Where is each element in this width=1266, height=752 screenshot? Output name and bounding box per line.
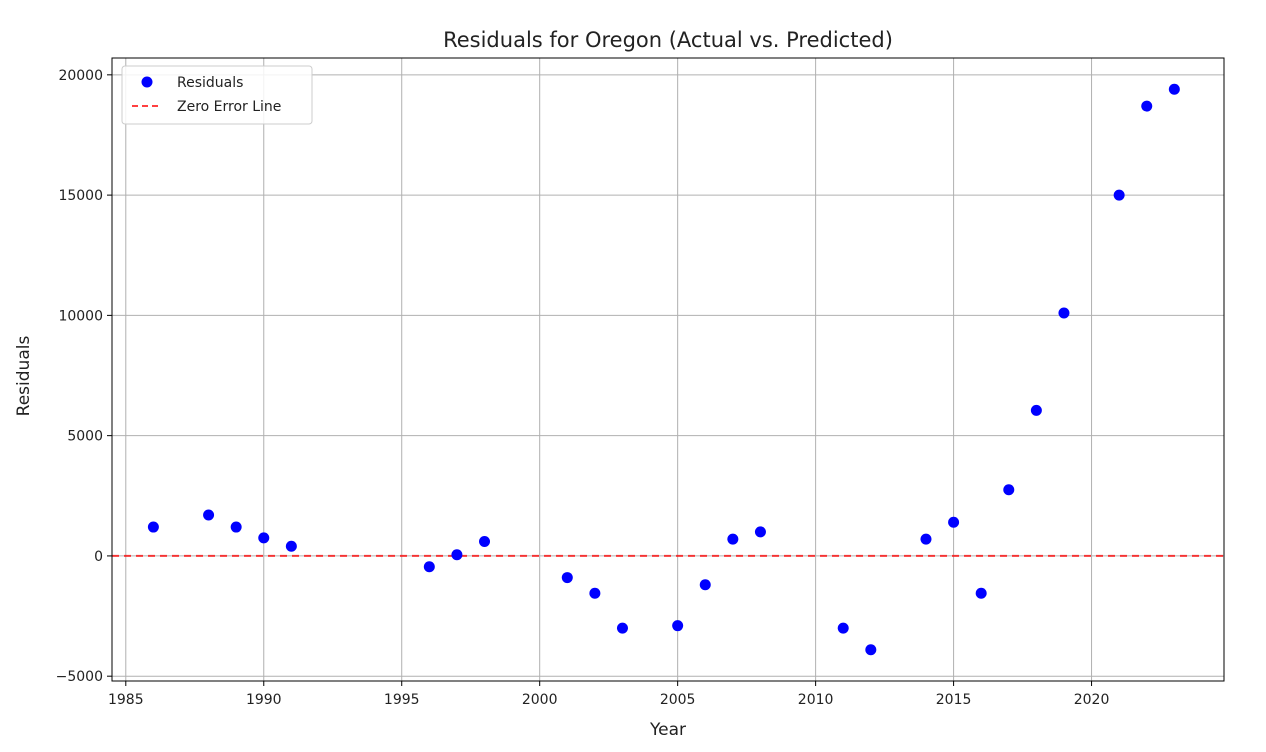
residual-point	[1113, 189, 1125, 201]
legend-label-residuals: Residuals	[177, 75, 243, 91]
residual-point	[727, 533, 739, 545]
legend-marker-residuals	[141, 76, 153, 88]
y-tick-label: 0	[94, 549, 103, 565]
x-tick-label: 1995	[384, 692, 420, 708]
legend-label-zero-line: Zero Error Line	[177, 99, 281, 115]
residual-point	[920, 533, 932, 545]
data-points	[147, 83, 1180, 656]
y-tick-label: 5000	[67, 429, 103, 445]
residual-point	[1058, 307, 1070, 319]
residual-point	[203, 509, 215, 521]
x-tick-label: 1990	[246, 692, 282, 708]
y-axis-label: Residuals	[14, 336, 34, 417]
residual-point	[865, 644, 877, 656]
residual-point	[1003, 484, 1015, 496]
residual-point	[754, 526, 766, 538]
residual-point	[147, 521, 159, 533]
x-tick-label: 2000	[522, 692, 558, 708]
x-tick-label: 2010	[798, 692, 834, 708]
residual-point	[948, 516, 960, 528]
residual-point	[672, 620, 684, 632]
residual-point	[423, 561, 435, 573]
residual-point	[561, 572, 573, 584]
x-axis-label: Year	[649, 720, 686, 740]
residual-point	[258, 532, 270, 544]
y-tick-label: 15000	[58, 188, 103, 204]
residual-point	[975, 587, 987, 599]
residual-point	[589, 587, 601, 599]
chart-title: Residuals for Oregon (Actual vs. Predict…	[443, 28, 893, 52]
residual-point	[285, 540, 297, 552]
plot-frame	[111, 57, 1225, 682]
y-tick-label: 10000	[58, 308, 103, 324]
x-axis-ticks: 1985 1990 1995 2000 2005 2010 2015 2020	[108, 681, 1109, 708]
x-tick-label: 2015	[936, 692, 972, 708]
y-tick-label: 20000	[58, 68, 103, 84]
residual-point	[451, 549, 463, 561]
residual-point	[230, 521, 242, 533]
residual-point	[1030, 404, 1042, 416]
x-tick-label: 2005	[660, 692, 696, 708]
residual-point	[479, 535, 491, 547]
y-axis-ticks: −5000 0 5000 10000 15000 20000	[56, 68, 112, 685]
residual-point	[1141, 100, 1153, 112]
x-tick-label: 2020	[1074, 692, 1110, 708]
residual-point	[837, 622, 849, 634]
y-tick-label: −5000	[56, 669, 103, 685]
x-tick-label: 1985	[108, 692, 144, 708]
residual-point	[616, 622, 628, 634]
residual-point	[1168, 83, 1180, 95]
residual-point	[699, 579, 711, 591]
legend: Residuals Zero Error Line	[121, 65, 313, 125]
legend-box	[121, 65, 313, 125]
